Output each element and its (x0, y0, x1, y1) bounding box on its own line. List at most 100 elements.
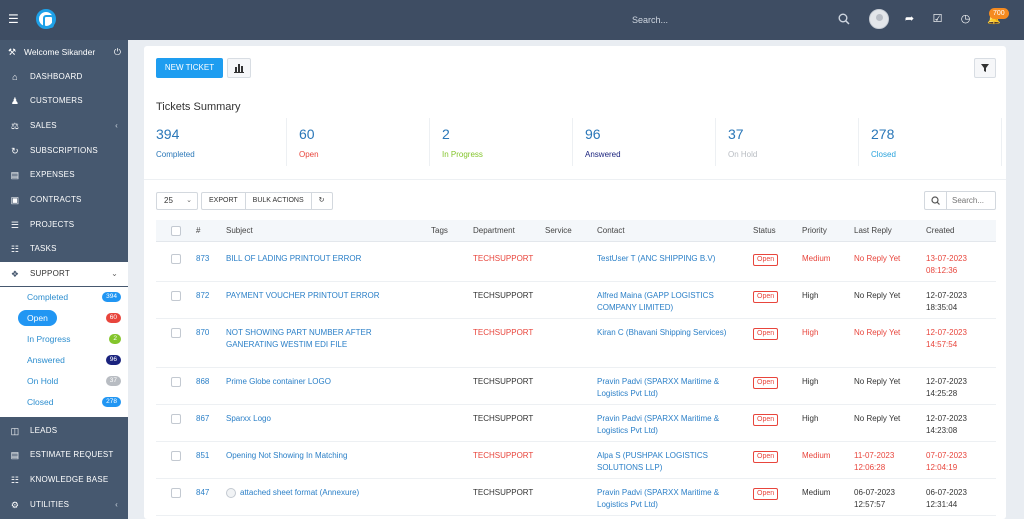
sidebar-item-utilities[interactable]: ⚙ UTILITIES ‹ (0, 493, 128, 517)
ticket-subject[interactable]: BILL OF LADING PRINTOUT ERROR (226, 253, 361, 265)
export-button[interactable]: EXPORT (202, 193, 246, 209)
ticket-subject[interactable]: Opening Not Showing In Matching (226, 450, 347, 462)
status-badge[interactable]: Open (753, 414, 779, 426)
status-badge[interactable]: Open (753, 254, 779, 266)
row-checkbox[interactable] (171, 488, 181, 498)
ticket-contact[interactable]: Pravin Padvi (SPARXX Maritime & Logistics… (597, 376, 719, 400)
sidebar-item-estimate-request[interactable]: ▤ ESTIMATE REQUEST (0, 443, 128, 467)
global-search-input[interactable] (632, 15, 812, 25)
row-checkbox[interactable] (171, 377, 181, 387)
column-header-department[interactable]: Department (473, 226, 515, 235)
row-checkbox[interactable] (171, 328, 181, 338)
page-size-select[interactable]: 25 ⌄ (156, 192, 198, 210)
bar-chart-icon (234, 64, 244, 73)
sidebar-item-dashboard[interactable]: ⌂ DASHBOARD (0, 65, 128, 89)
ticket-contact[interactable]: Pravin Padvi (SPARXX Maritime & Logistics… (597, 413, 719, 437)
global-search[interactable] (632, 12, 842, 28)
sidebar-item-contracts[interactable]: ▣ CONTRACTS (0, 188, 128, 212)
ticket-subject[interactable]: Sparxx Logo (226, 413, 271, 425)
status-badge[interactable]: Open (753, 488, 779, 500)
ticket-contact[interactable]: Kiran C (Bhavani Shipping Services) (597, 327, 726, 339)
ticket-contact[interactable]: Alpa S (PUSHPAK LOGISTICS SOLUTIONS LLP) (597, 450, 708, 474)
column-header-subject[interactable]: Subject (226, 226, 253, 235)
ticket-last-reply-line: 11-07-2023 (854, 451, 895, 460)
menu-icon[interactable]: ☰ (8, 12, 19, 26)
column-header-tags[interactable]: Tags (431, 226, 448, 235)
column-header-created[interactable]: Created (926, 226, 955, 235)
share-icon[interactable]: ➦ (904, 13, 915, 25)
status-badge[interactable]: Open (753, 291, 779, 303)
ticket-id[interactable]: 872 (196, 291, 210, 300)
table-row[interactable]: 873 BILL OF LADING PRINTOUT ERROR TECHSUPP… (156, 245, 996, 282)
reload-button[interactable]: ↻ (312, 193, 332, 209)
ticket-subject[interactable]: attached sheet format (Annexure) (240, 487, 359, 499)
status-badge[interactable]: Open (753, 328, 779, 340)
sidebar-item-subscriptions[interactable]: ↻ SUBSCRIPTIONS (0, 139, 128, 163)
submenu-in-progress[interactable]: In Progress 2 (0, 329, 128, 349)
ticket-id[interactable]: 847 (196, 488, 210, 497)
ticket-id[interactable]: 867 (196, 414, 210, 423)
status-badge[interactable]: Open (753, 451, 779, 463)
column-header-status[interactable]: Status (753, 226, 776, 235)
clock-icon[interactable]: ◷ (960, 13, 971, 25)
submenu-on-hold[interactable]: On Hold 37 (0, 371, 128, 391)
ticket-id[interactable]: 868 (196, 377, 210, 386)
table-search-button[interactable] (925, 192, 947, 209)
table-row[interactable]: 868 Prime Globe container LOGO TECHSUPPORT… (156, 368, 996, 405)
row-checkbox[interactable] (171, 254, 181, 264)
checkbox-icon[interactable]: ☑ (932, 13, 943, 25)
ticket-subject[interactable]: Prime Globe container LOGO (226, 376, 331, 388)
column-header-id[interactable]: # (196, 226, 201, 235)
sidebar-item-knowledge-base[interactable]: ☷ KNOWLEDGE BASE (0, 468, 128, 492)
summary-closed[interactable]: 278 Closed (859, 118, 1002, 166)
summary-in-progress[interactable]: 2 In Progress (430, 118, 573, 166)
row-checkbox[interactable] (171, 414, 181, 424)
sidebar-item-support[interactable]: ❖ SUPPORT ⌄ (0, 262, 128, 286)
filter-button[interactable] (974, 58, 996, 78)
column-header-priority[interactable]: Priority (802, 226, 827, 235)
submenu-completed[interactable]: Completed 394 (0, 287, 128, 307)
summary-on-hold[interactable]: 37 On Hold (716, 118, 859, 166)
select-all-checkbox[interactable] (171, 226, 181, 236)
submenu-answered[interactable]: Answered 96 (0, 350, 128, 370)
column-header-last-reply[interactable]: Last Reply (854, 226, 892, 235)
ticket-id[interactable]: 870 (196, 328, 210, 337)
ticket-contact[interactable]: Pravin Padvi (SPARXX Maritime & Logistics… (597, 487, 719, 511)
table-row[interactable]: 851 Opening Not Showing In Matching TECHSU… (156, 442, 996, 479)
row-checkbox[interactable] (171, 451, 181, 461)
submenu-open[interactable]: Open 60 (0, 308, 128, 328)
table-search[interactable] (924, 191, 996, 210)
ticket-subject[interactable]: NOT SHOWING PART NUMBER AFTER GANERATING … (226, 327, 372, 351)
table-search-input[interactable] (952, 194, 994, 207)
logout-icon[interactable]: ⏻ (113, 47, 121, 57)
column-header-contact[interactable]: Contact (597, 226, 625, 235)
new-ticket-button[interactable]: NEW TICKET (156, 58, 223, 78)
summary-completed[interactable]: 394 Completed (144, 118, 287, 166)
row-checkbox[interactable] (171, 291, 181, 301)
sidebar-item-expenses[interactable]: ▤ EXPENSES (0, 163, 128, 187)
status-badge[interactable]: Open (753, 377, 779, 389)
sidebar-item-tasks[interactable]: ☷ TASKS (0, 237, 128, 261)
ticket-id[interactable]: 873 (196, 254, 210, 263)
table-row[interactable]: 847 attached sheet format (Annexure) TECHS… (156, 479, 996, 516)
ticket-id[interactable]: 851 (196, 451, 210, 460)
summary-answered[interactable]: 96 Answered (573, 118, 716, 166)
ticket-subject[interactable]: PAYMENT VOUCHER PRINTOUT ERROR (226, 290, 380, 302)
bulk-actions-button[interactable]: BULK ACTIONS (246, 193, 312, 209)
sidebar-item-projects[interactable]: ☰ PROJECTS (0, 213, 128, 237)
chart-button[interactable] (227, 58, 251, 78)
summary-open[interactable]: 60 Open (287, 118, 430, 166)
table-row[interactable]: 867 Sparxx Logo TECHSUPPORT Pravin Padvi (S… (156, 405, 996, 442)
table-row[interactable]: 870 NOT SHOWING PART NUMBER AFTER GANERATI… (156, 319, 996, 368)
column-header-service[interactable]: Service (545, 226, 572, 235)
ticket-contact[interactable]: TestUser T (ANC SHIPPING B.V) (597, 253, 715, 265)
sidebar-item-sales[interactable]: ⚖ SALES ‹ (0, 114, 128, 138)
ticket-contact[interactable]: Alfred Maina (GAPP LOGISTICS COMPANY LIMI… (597, 290, 714, 314)
sidebar-item-customers[interactable]: ♟ CUSTOMERS (0, 89, 128, 113)
app-logo[interactable] (36, 9, 56, 29)
submenu-closed[interactable]: Closed 278 (0, 392, 128, 412)
sidebar-item-leads[interactable]: ◫ LEADS (0, 419, 128, 443)
search-icon[interactable] (838, 13, 850, 25)
table-row[interactable]: 872 PAYMENT VOUCHER PRINTOUT ERROR TECHSUP… (156, 282, 996, 319)
avatar[interactable] (869, 9, 889, 29)
